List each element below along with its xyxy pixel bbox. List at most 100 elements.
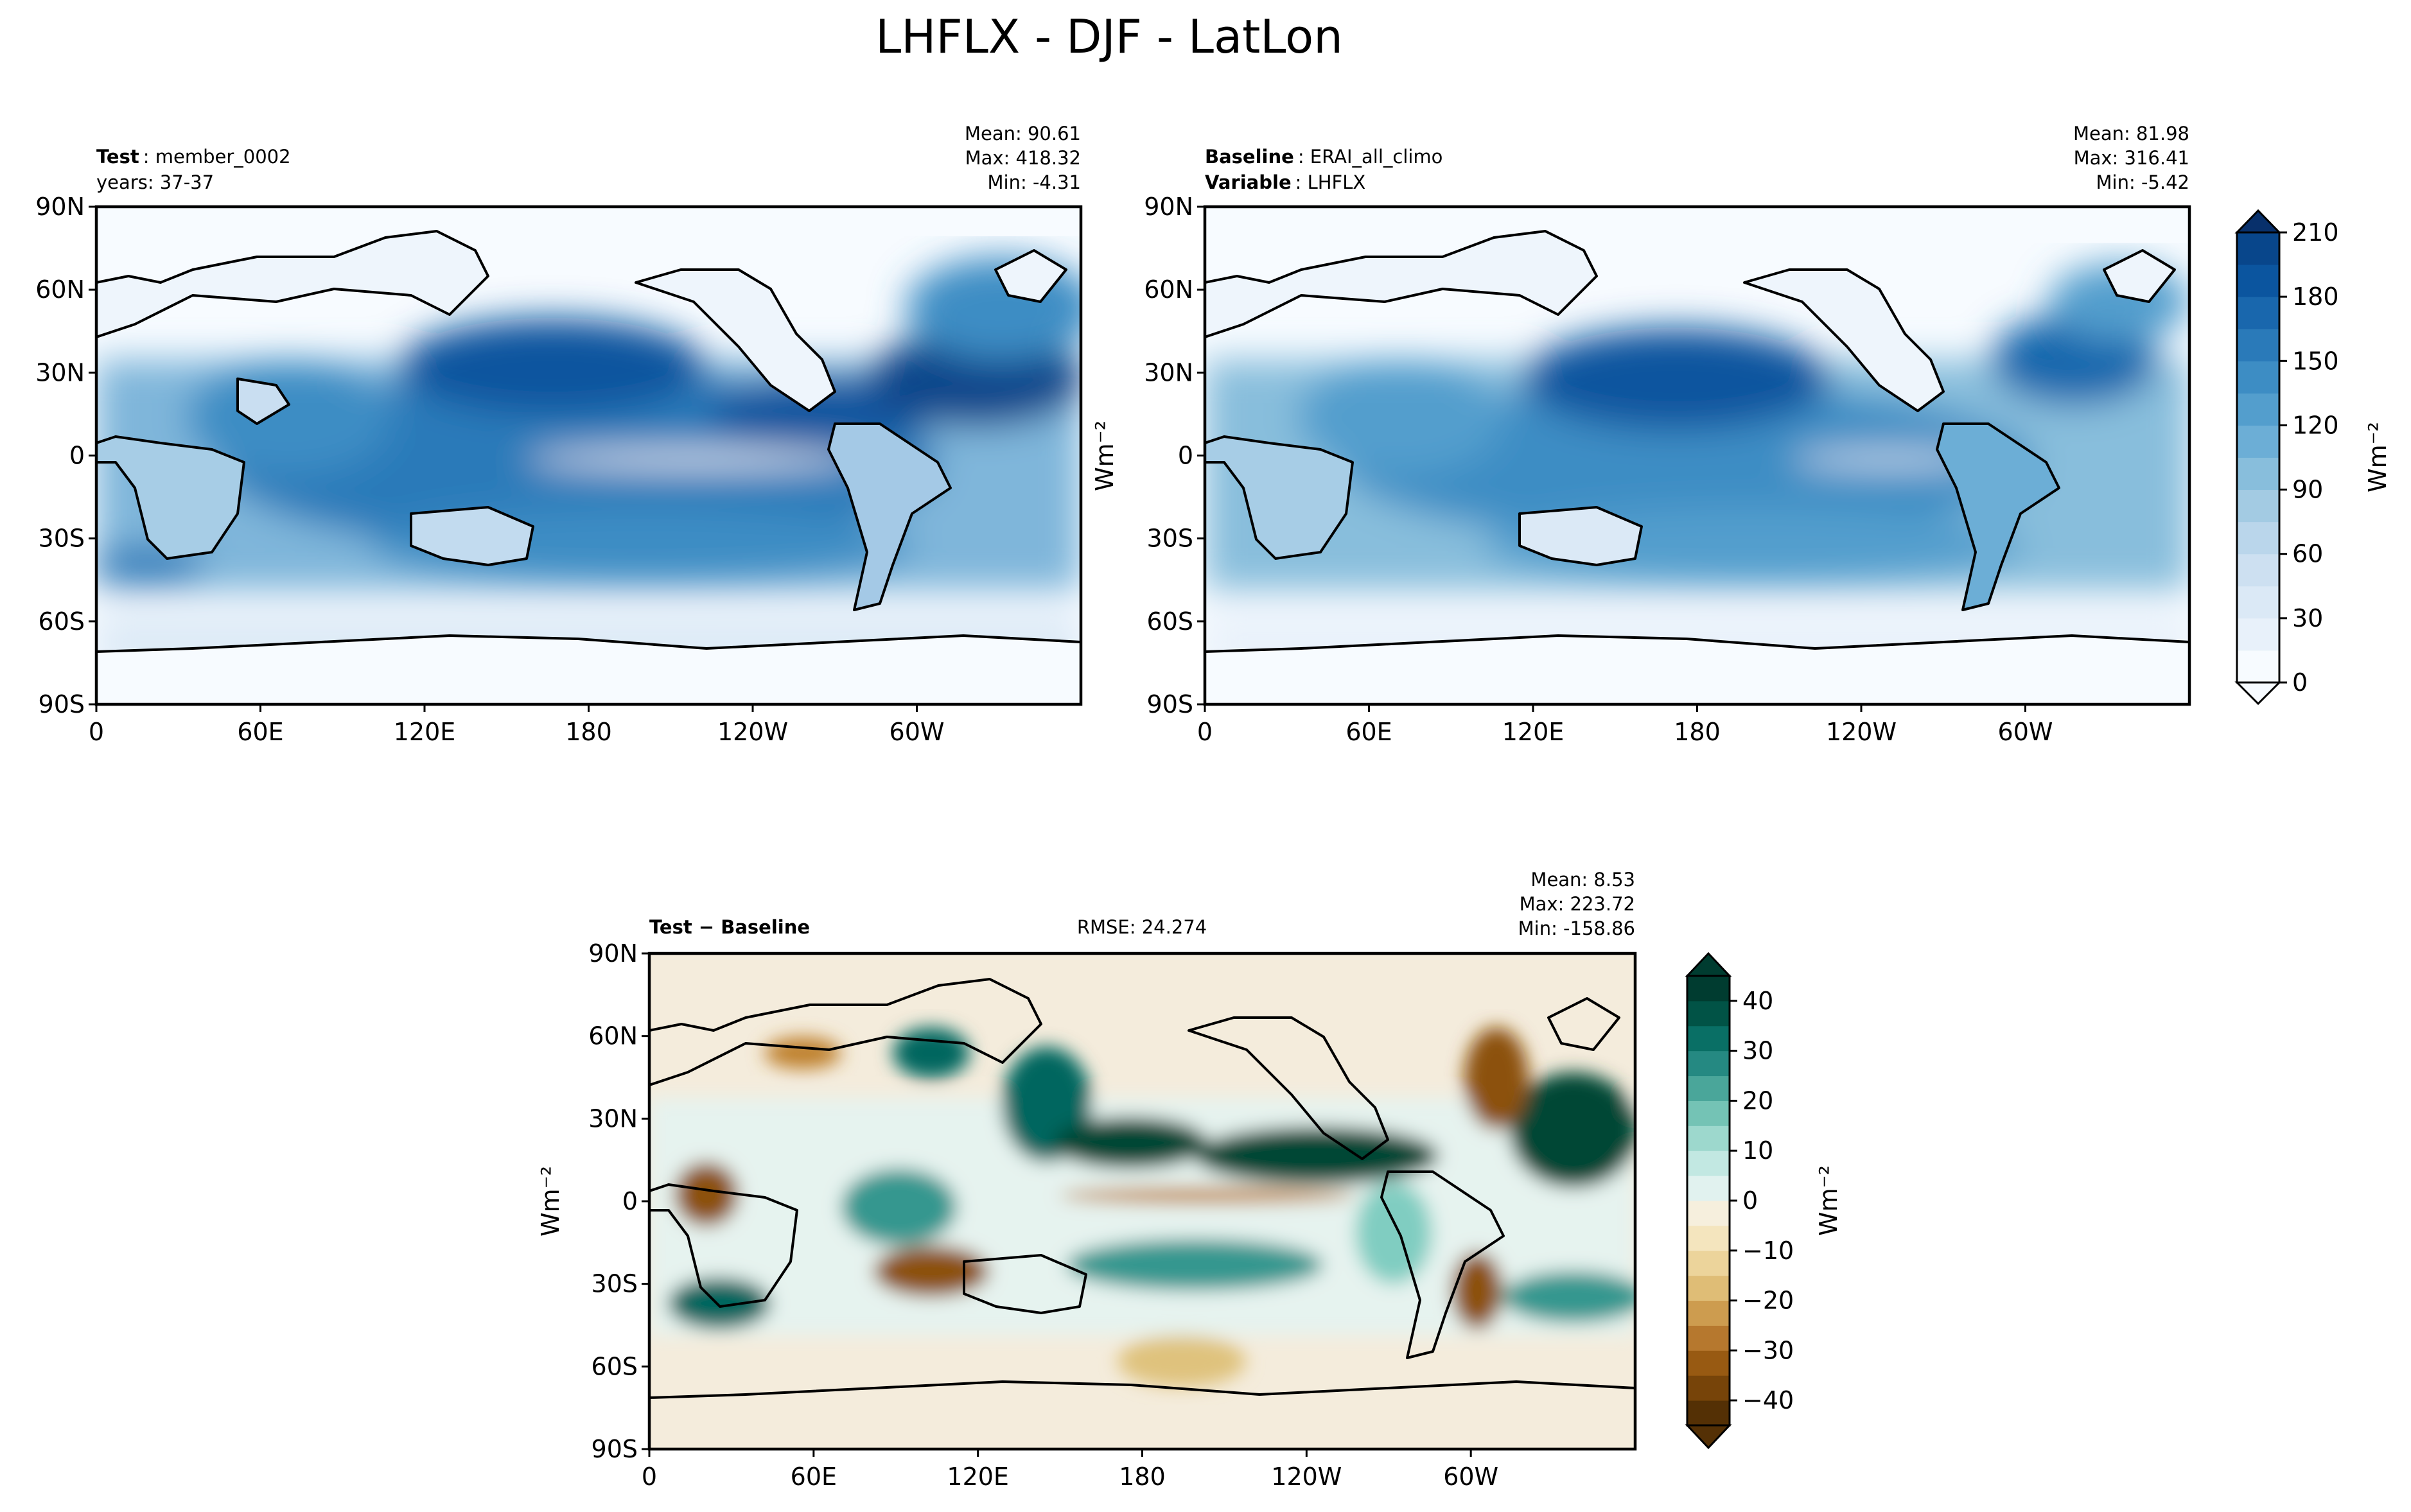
test-max: Max: 418.32: [965, 147, 1081, 169]
main-colorbar-tick-label: 150: [2292, 347, 2339, 375]
main-colorbar-segment: [2237, 329, 2279, 361]
test-lat-tick-label: 30S: [39, 525, 85, 553]
baseline-min: Min: -5.42: [2096, 171, 2189, 193]
diff-mean: Mean: 8.53: [1530, 869, 1635, 891]
diff-colorbar-tick-label: 30: [1742, 1037, 1773, 1065]
diff-colorbar-segment: [1687, 1176, 1730, 1201]
main-colorbar-segment: [2237, 297, 2279, 329]
diff-colorbar-tick-label: 40: [1742, 987, 1773, 1015]
main-colorbar-segment: [2237, 393, 2279, 426]
diff-lon-tick-label: 60E: [791, 1463, 837, 1491]
diff-colorbar-segment: [1687, 1000, 1730, 1027]
baseline-lat-tick-label: 0: [1178, 442, 1193, 470]
test-lat-tick-label: 30N: [35, 358, 85, 387]
test-lat-tick-label: 60N: [35, 275, 85, 304]
diff-land: [649, 978, 1635, 1399]
diff-colorbar-tick-label: 20: [1742, 1086, 1773, 1115]
diff-lon-tick-label: 120E: [947, 1463, 1009, 1491]
diff-lat-ticks: 90N 60N 30N 0 30S 60S 90S: [588, 939, 649, 1463]
diff-colorbar-segment: [1687, 1050, 1730, 1077]
main-colorbar-segment: [2237, 586, 2279, 619]
diff-colorbar-segment: [1687, 1250, 1730, 1276]
diff-colorbar-tick-label: −20: [1742, 1287, 1794, 1315]
baseline-lat-tick-label: 60S: [1147, 607, 1193, 636]
baseline-lon-tick-label: 180: [1674, 718, 1721, 746]
diff-colorbar-tick-label: 10: [1742, 1136, 1773, 1165]
diff-colorbar-segment: [1687, 1201, 1730, 1226]
main-colorbar-label: Wm⁻²: [2363, 422, 2392, 492]
diff-colorbar-segment: [1687, 976, 1730, 1002]
baseline-mean: Mean: 81.98: [2073, 123, 2189, 144]
diff-colorbar: 40 30 20 10 0 −10 −20 −30 −40 Wm⁻²: [1685, 952, 1843, 1450]
test-lon-tick-label: 60W: [890, 718, 945, 746]
test-lon-ticks: 0 60E 120E 180 120W 60W: [89, 704, 945, 746]
baseline-lat-tick-label: 90N: [1144, 193, 1193, 221]
main-colorbar-segments: [2237, 232, 2279, 683]
test-min: Min: -4.31: [988, 171, 1081, 193]
test-lat-tick-label: 0: [69, 442, 85, 470]
main-colorbar-segment: [2237, 425, 2279, 458]
baseline-lat-tick-label: 60N: [1144, 275, 1193, 304]
baseline-lon-tick-label: 60E: [1346, 718, 1392, 746]
main-colorbar-segment: [2237, 521, 2279, 555]
baseline-lat-tick-label: 30N: [1144, 358, 1193, 387]
diff-lat-tick-label: 60N: [588, 1022, 638, 1050]
main-colorbar-min-extend: [2234, 681, 2282, 706]
test-mean: Mean: 90.61: [965, 123, 1081, 144]
main-colorbar-tick-label: 0: [2292, 668, 2308, 697]
main-colorbar-tick-label: 120: [2292, 411, 2339, 439]
diff-rmse: RMSE: 24.274: [1077, 916, 1207, 938]
test-lat-tick-label: 90S: [39, 690, 85, 718]
test-lon-tick-label: 60E: [237, 718, 283, 746]
baseline-lon-tick-label: 0: [1197, 718, 1213, 746]
diff-colorbar-min-extend: [1685, 1424, 1732, 1450]
test-y-label: Wm⁻²: [1091, 421, 1119, 491]
diff-max: Max: 223.72: [1520, 893, 1635, 915]
test-lon-tick-label: 0: [89, 718, 104, 746]
panel-diff: 90N 60N 30N 0 30S 60S 90S 0 60E 120E 180 120W 60W T…: [536, 869, 1637, 1491]
main-colorbar-segment: [2237, 361, 2279, 394]
main-colorbar-ticks: 210 180 150 120 90 60 30 0: [2279, 218, 2339, 697]
test-lat-ticks: 90N 60N 30N 0 30S 60S 90S: [35, 193, 96, 718]
main-colorbar-segment: [2237, 232, 2279, 265]
main-colorbar-segment: [2237, 650, 2279, 683]
test-lat-tick-label: 60S: [39, 607, 85, 636]
diff-lon-tick-label: 60W: [1443, 1463, 1498, 1491]
main-colorbar-segment: [2237, 457, 2279, 491]
baseline-lon-tick-label: 120W: [1826, 718, 1897, 746]
diff-lat-tick-label: 0: [622, 1187, 638, 1215]
diff-lon-ticks: 0 60E 120E 180 120W 60W: [642, 1449, 1498, 1491]
diff-colorbar-segment: [1687, 1100, 1730, 1126]
diff-colorbar-segment: [1687, 1325, 1730, 1351]
diff-lat-tick-label: 30S: [592, 1270, 638, 1298]
diff-lat-tick-label: 60S: [592, 1352, 638, 1380]
diff-colorbar-tick-label: −10: [1742, 1237, 1794, 1265]
test-label: Test: member_0002: [96, 146, 291, 168]
test-land: [96, 230, 1081, 704]
test-lat-tick-label: 90N: [35, 193, 85, 221]
baseline-lon-tick-label: 120E: [1502, 718, 1565, 746]
panel-test: 90N 60N 30N 0 30S 60S 90S 0 60E 120E 180 120W 60W T…: [35, 123, 1119, 746]
main-colorbar-segment: [2237, 265, 2279, 297]
test-lon-tick-label: 120W: [717, 718, 788, 746]
diff-colorbar-label: Wm⁻²: [1814, 1165, 1843, 1236]
diff-colorbar-segment: [1687, 1275, 1730, 1301]
main-colorbar-max-extend: [2234, 209, 2282, 234]
baseline-variable-rest: : LHFLX: [1295, 171, 1366, 193]
test-years: years: 37-37: [96, 171, 214, 193]
diff-colorbar-segment: [1687, 1400, 1730, 1426]
diff-lat-tick-label: 90N: [588, 939, 638, 968]
diff-lon-tick-label: 0: [642, 1463, 657, 1491]
baseline-variable-bold: Variable: [1205, 171, 1292, 193]
test-label-bold: Test: [96, 146, 139, 168]
diff-colorbar-segment: [1687, 1151, 1730, 1176]
baseline-label-bold: Baseline: [1205, 146, 1294, 168]
baseline-lat-tick-label: 30S: [1147, 525, 1193, 553]
diff-y-label: Wm⁻²: [536, 1166, 565, 1237]
diff-lon-tick-label: 180: [1119, 1463, 1166, 1491]
diff-colorbar-segment: [1687, 1350, 1730, 1376]
test-lon-tick-label: 120E: [394, 718, 456, 746]
diff-colorbar-max-extend: [1685, 952, 1732, 977]
main-colorbar-tick-label: 30: [2292, 604, 2323, 632]
diff-lat-tick-label: 90S: [592, 1435, 638, 1463]
